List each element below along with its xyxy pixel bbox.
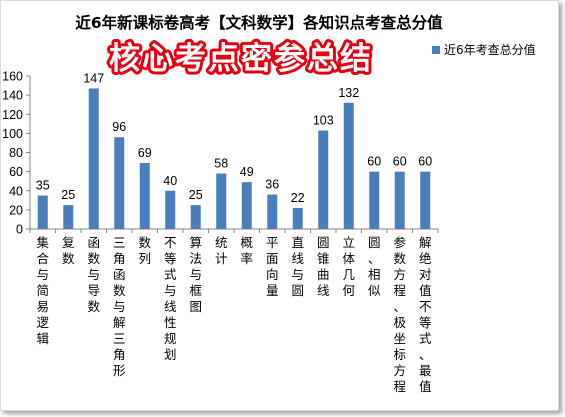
- category-label: 数列: [138, 235, 151, 266]
- data-label: 36: [265, 178, 279, 192]
- data-label: 69: [138, 146, 152, 160]
- y-tick-label: 120: [2, 108, 23, 122]
- category-label: 函数与导数: [87, 235, 100, 314]
- bar: [267, 194, 278, 229]
- data-label: 103: [313, 114, 334, 128]
- data-label: 132: [338, 86, 359, 100]
- y-tick-label: 40: [9, 184, 23, 198]
- y-tick-label: 60: [9, 165, 23, 179]
- data-label: 35: [36, 179, 50, 193]
- x-axis-ticks: [29, 229, 439, 233]
- bar: [88, 88, 99, 230]
- bar: [165, 190, 176, 229]
- category-label: 统计: [215, 235, 228, 266]
- y-axis-ticks: 0 20 40 60 80 100 120 140 160: [2, 70, 30, 237]
- data-label: 96: [112, 120, 126, 134]
- y-tick-label: 140: [2, 89, 23, 103]
- category-label: 三角函数与解三角形: [113, 235, 126, 378]
- legend-label: 近6年考查总分值: [444, 42, 536, 57]
- chart-banner: 核心考点密参总结: [109, 41, 373, 77]
- bar: [394, 171, 405, 229]
- category-label: 圆锥曲线: [317, 235, 330, 298]
- bar: [63, 205, 74, 229]
- data-label: 60: [393, 155, 407, 169]
- legend-swatch: [432, 46, 440, 54]
- category-label: 算法与框图: [189, 235, 202, 314]
- category-label: 立体几何: [342, 235, 355, 298]
- bar: [216, 173, 227, 229]
- bars: [37, 88, 431, 230]
- data-label: 58: [214, 157, 228, 171]
- category-label: 概率: [240, 235, 253, 266]
- category-label: 平面向量: [266, 235, 279, 298]
- category-label: 解绝对值不等式、最值: [419, 235, 432, 394]
- chart-frame: 近6年新课标卷高考【文科数学】各知识点考查总分值 核心考点密参总结 近6年考查总…: [0, 0, 559, 411]
- bar: [190, 205, 201, 229]
- y-tick-label: 0: [16, 223, 23, 237]
- chart: 近6年新课标卷高考【文科数学】各知识点考查总分值 核心考点密参总结 近6年考查总…: [2, 13, 536, 394]
- bar: [292, 207, 303, 229]
- category-label: 不等式与线性规划: [164, 235, 177, 362]
- data-label: 25: [61, 188, 75, 202]
- chart-title: 近6年新课标卷高考【文科数学】各知识点考查总分值: [75, 13, 443, 32]
- data-label: 49: [240, 165, 254, 179]
- data-label: 147: [83, 71, 104, 85]
- category-labels: 集合与简易逻辑复数函数与导数三角函数与解三角形数列不等式与线性规划算法与框图统计…: [36, 235, 432, 394]
- bar: [37, 195, 48, 229]
- y-tick-label: 160: [2, 70, 23, 84]
- data-label: 40: [163, 174, 177, 188]
- data-label: 60: [418, 155, 432, 169]
- bar: [318, 130, 329, 229]
- bar: [241, 182, 252, 229]
- data-labels: 35 25 147 96 69 40 25 58 49 36 22 103 132 60 60 60: [36, 71, 432, 205]
- category-label: 集合与简易逻辑: [36, 235, 49, 346]
- bar: [114, 137, 125, 229]
- category-label: 圆、相似: [368, 235, 381, 298]
- data-label: 60: [367, 155, 381, 169]
- data-label: 25: [189, 188, 203, 202]
- legend: 近6年考查总分值: [432, 42, 536, 57]
- bar: [139, 163, 150, 229]
- category-label: 参数方程、极坐标方程: [393, 235, 406, 394]
- bar: [369, 171, 380, 229]
- category-label: 复数: [62, 235, 75, 266]
- category-label: 直线与圆: [291, 235, 304, 298]
- bar: [420, 171, 431, 229]
- bar: [343, 102, 354, 229]
- y-tick-label: 80: [9, 146, 23, 160]
- y-tick-label: 100: [2, 127, 23, 141]
- data-label: 22: [291, 191, 305, 205]
- y-tick-label: 20: [9, 203, 23, 217]
